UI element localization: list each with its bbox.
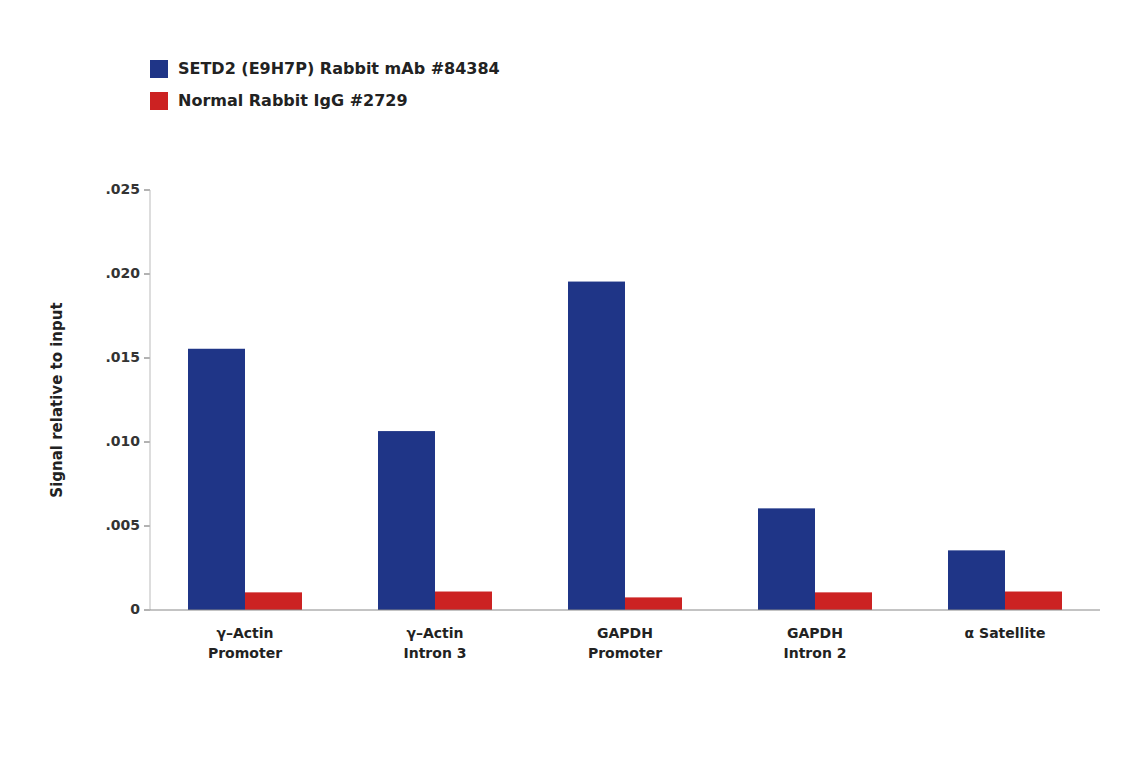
y-tick-label: 0 <box>130 601 140 617</box>
legend: SETD2 (E9H7P) Rabbit mAb #84384 Normal Ra… <box>150 59 500 111</box>
y-tick-label: .020 <box>105 265 140 281</box>
y-tick <box>144 442 150 443</box>
y-axis-label: Signal relative to input <box>48 302 66 497</box>
x-tick-label: α Satellite <box>965 625 1046 641</box>
y-axis-line <box>150 190 151 610</box>
x-tick-label: GAPDH Promoter <box>588 625 662 661</box>
y-tick <box>144 358 150 359</box>
x-tick-label: GAPDH Intron 2 <box>784 625 847 661</box>
bar <box>1005 592 1062 610</box>
bars <box>188 282 1062 610</box>
x-tick-label-line: Intron 2 <box>784 645 847 661</box>
x-axis: γ–Actin Promoter γ–Actin Intron 3 GAPDH Promo… <box>208 625 1045 661</box>
bar <box>245 592 302 610</box>
x-tick-label-line: Promoter <box>588 645 662 661</box>
bar <box>948 550 1005 610</box>
x-tick-label-line: γ–Actin <box>216 625 273 641</box>
y-tick <box>144 526 150 527</box>
bar <box>625 597 682 610</box>
legend-swatch <box>150 60 168 78</box>
x-tick-label-line: α Satellite <box>965 625 1046 641</box>
y-tick-label: .015 <box>105 349 140 365</box>
x-tick-label-line: Promoter <box>208 645 282 661</box>
y-tick-label: .025 <box>105 181 140 197</box>
bar <box>815 592 872 610</box>
y-tick <box>144 190 150 191</box>
legend-swatch <box>150 92 168 110</box>
bar <box>378 431 435 610</box>
y-axis: 0 .005 .010 .015 .020 .025 <box>105 181 150 617</box>
x-tick-label-line: Intron 3 <box>404 645 467 661</box>
bar <box>758 508 815 610</box>
x-tick-label-line: γ–Actin <box>406 625 463 641</box>
bar <box>435 592 492 610</box>
x-tick-label-line: GAPDH <box>787 625 843 641</box>
bar <box>568 282 625 610</box>
chart-container: 0 .005 .010 .015 .020 .025 Signal relative to … <box>0 0 1139 768</box>
legend-label: SETD2 (E9H7P) Rabbit mAb #84384 <box>178 59 500 78</box>
x-tick-label: γ–Actin Intron 3 <box>404 625 467 661</box>
bar <box>188 349 245 610</box>
y-tick <box>144 274 150 275</box>
x-axis-line <box>150 610 1100 611</box>
legend-label: Normal Rabbit IgG #2729 <box>178 91 408 110</box>
y-tick-label: .005 <box>105 517 140 533</box>
x-tick-label-line: GAPDH <box>597 625 653 641</box>
x-tick-label: γ–Actin Promoter <box>208 625 282 661</box>
y-tick <box>144 610 150 611</box>
y-tick-label: .010 <box>105 433 140 449</box>
chart: 0 .005 .010 .015 .020 .025 Signal relative to … <box>0 0 1139 768</box>
